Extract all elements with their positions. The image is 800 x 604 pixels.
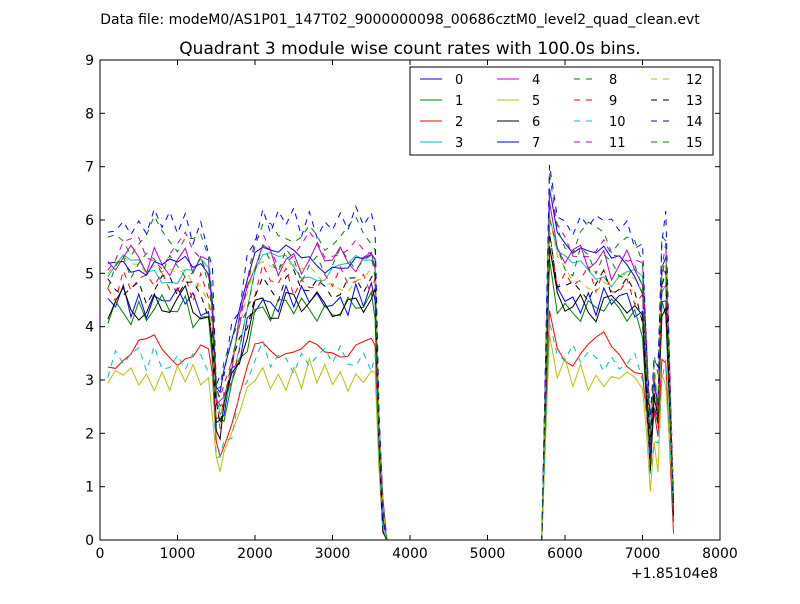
- series-line-15: [107, 219, 674, 541]
- series-line-11: [107, 190, 674, 541]
- legend-label-11: 11: [609, 136, 626, 151]
- y-tick-label: 4: [85, 320, 94, 336]
- axes-layer: 0 1000 2000 3000 4000 5000 6000 7000 80000123456…: [85, 53, 738, 562]
- x-tick-label: 2000: [237, 546, 273, 562]
- series-line-0: [107, 247, 674, 541]
- figure-suptitle: Data file: modeM0/AS1P01_147T02_90000000…: [100, 12, 700, 28]
- x-tick-label: 7000: [625, 546, 661, 562]
- y-tick-label: 5: [85, 266, 94, 282]
- series-line-13: [107, 232, 674, 541]
- series-line-1: [107, 259, 674, 541]
- x-tick-label: 3000: [315, 546, 351, 562]
- y-tick-label: 7: [85, 160, 94, 176]
- legend-label-5: 5: [532, 94, 540, 109]
- x-offset-label: +1.85104e8: [631, 566, 718, 582]
- y-tick-label: 8: [85, 106, 94, 122]
- y-tick-label: 6: [85, 213, 94, 229]
- y-tick-label: 9: [85, 53, 94, 69]
- series-line-2: [107, 310, 674, 541]
- y-tick-label: 3: [85, 373, 94, 389]
- legend-label-13: 13: [686, 94, 703, 109]
- legend-label-8: 8: [609, 73, 617, 88]
- series-line-8: [107, 172, 674, 541]
- legend-label-12: 12: [686, 73, 703, 88]
- series-line-12: [107, 214, 674, 541]
- y-tick-label: 2: [85, 426, 94, 442]
- series-layer: [107, 164, 674, 541]
- y-tick-label: 0: [85, 533, 94, 549]
- x-tick-label: 4000: [392, 546, 428, 562]
- legend-label-15: 15: [686, 136, 703, 151]
- legend-label-2: 2: [455, 115, 463, 130]
- x-tick-label: 6000: [547, 546, 583, 562]
- legend-label-6: 6: [532, 115, 540, 130]
- series-line-3: [107, 215, 674, 541]
- legend-box: [409, 66, 714, 156]
- y-tick-label: 1: [85, 480, 94, 496]
- legend-label-9: 9: [609, 94, 617, 109]
- series-line-14: [107, 164, 674, 541]
- x-tick-label: 5000: [470, 546, 506, 562]
- series-line-5: [107, 334, 674, 541]
- chart-title: Quadrant 3 module wise count rates with …: [179, 39, 640, 59]
- legend-label-0: 0: [455, 73, 463, 88]
- series-line-6: [107, 245, 674, 541]
- x-tick-label: 8000: [702, 546, 738, 562]
- x-tick-label: 0: [96, 546, 105, 562]
- legend-label-14: 14: [686, 115, 703, 130]
- x-tick-label: 1000: [160, 546, 196, 562]
- series-line-7: [107, 188, 674, 541]
- legend-label-7: 7: [532, 136, 540, 151]
- legend-label-3: 3: [455, 136, 463, 151]
- series-line-4: [107, 201, 674, 541]
- legend-label-10: 10: [609, 115, 626, 130]
- series-line-10: [107, 321, 674, 541]
- series-line-9: [107, 230, 674, 541]
- legend-label-4: 4: [532, 73, 540, 88]
- legend-label-1: 1: [455, 94, 463, 109]
